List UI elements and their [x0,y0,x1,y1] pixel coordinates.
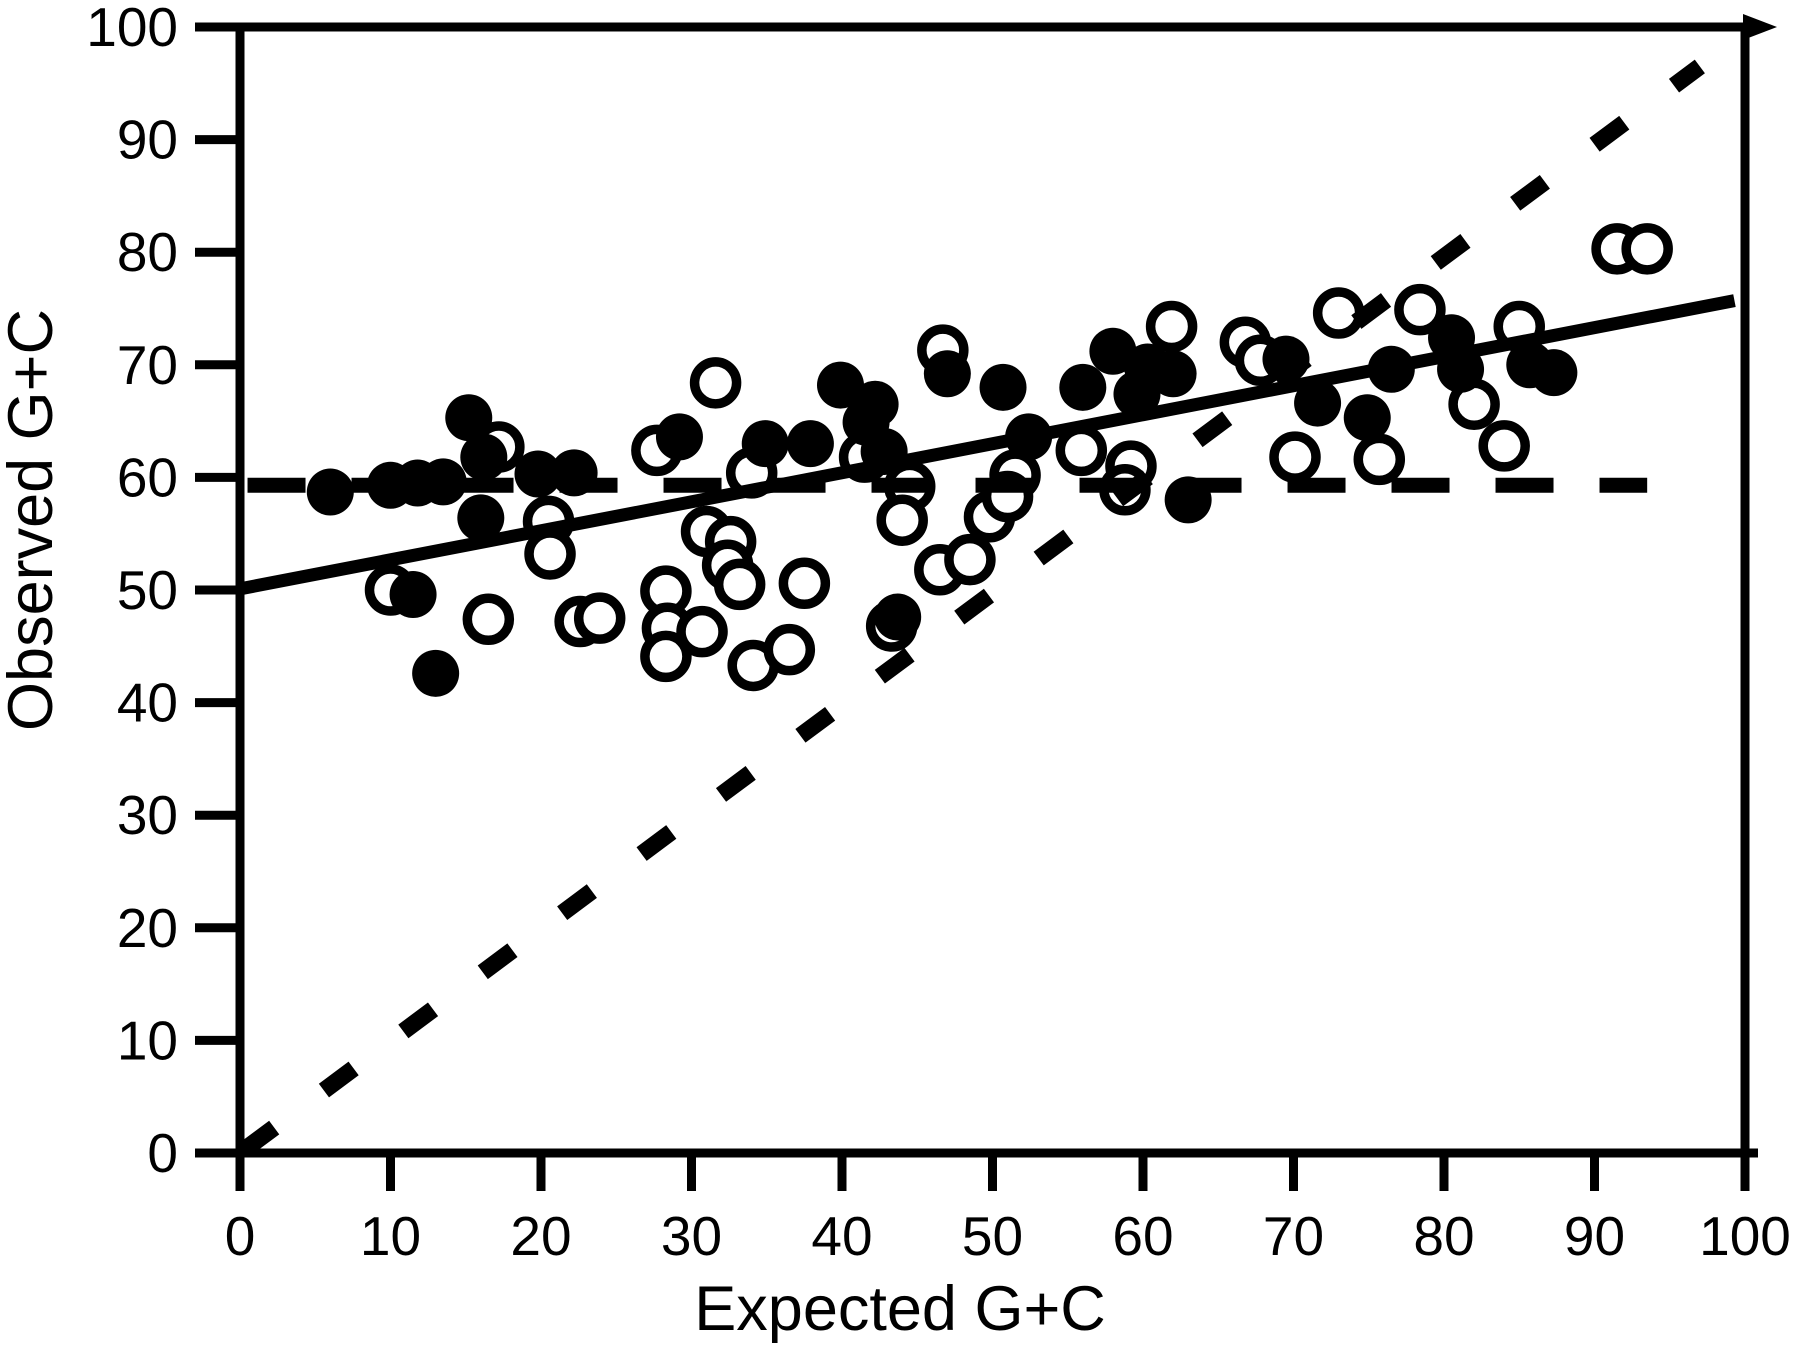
data-point-open [1478,420,1530,472]
data-point-open [1394,283,1446,336]
filled-points-layer [306,314,1578,697]
y-tick-label: 20 [117,897,178,959]
data-point-filled [1113,370,1161,418]
reference-lines-layer [238,59,1736,1157]
y-axis-title: Observed G+C [0,309,66,731]
data-point-open [676,605,728,658]
data-point-filled [874,593,922,641]
data-point-filled [741,420,789,468]
data-point-open [876,494,928,546]
data-point-filled [860,428,908,476]
data-point-filled [445,394,493,442]
data-point-open [640,630,692,683]
x-tick-label: 0 [225,1205,256,1267]
data-point-open [689,357,742,409]
data-point-filled [550,449,598,497]
data-point-open [944,533,996,586]
x-tick-label: 20 [510,1205,571,1267]
x-tick-label: 70 [1263,1205,1324,1267]
x-tick-label: 30 [661,1205,722,1267]
data-point-open [1353,433,1406,486]
data-point-open [1621,223,1673,275]
x-tick-label: 10 [360,1205,421,1267]
data-point-open [524,528,576,580]
data-point-filled [1530,349,1578,397]
y-tick-label: 30 [117,784,178,846]
data-point-filled [923,350,971,398]
data-point-filled [655,413,703,461]
data-point-open [1145,300,1198,353]
data-point-open [778,557,831,609]
axes-layer: 0 10 20 30 40 50 60 70 80 90 100 0 10 20 30 40 50 60 70 80 9… [86,0,1791,1267]
y-tick-label: 0 [147,1122,178,1184]
y-tick-label: 70 [117,334,178,396]
data-point-filled [412,649,460,697]
data-point-open [573,592,626,644]
x-tick-label: 40 [811,1205,872,1267]
data-point-open [713,558,766,611]
data-point-filled [1149,350,1197,398]
data-point-filled [1059,363,1107,411]
y-tick-label: 40 [117,672,178,734]
y-tick-label: 80 [117,221,178,283]
regression-line [238,294,1736,596]
data-point-filled [1437,345,1485,393]
x-tick-label: 90 [1564,1205,1625,1267]
data-point-filled [457,494,505,542]
data-point-filled [514,450,562,498]
data-point-filled [786,420,834,468]
y-tick-label: 60 [117,446,178,508]
data-point-filled [1164,476,1212,524]
x-axis-title: Expected G+C [694,1274,1105,1344]
x-tick-label: 50 [962,1205,1023,1267]
x-tick-label: 80 [1413,1205,1474,1267]
data-point-open [1312,287,1365,339]
data-point-open [462,593,515,646]
data-point-filled [816,361,864,409]
identity-line [239,59,1705,1157]
data-point-filled [979,363,1027,411]
x-tick-label: 100 [1699,1205,1791,1267]
y-tick-label: 10 [117,1009,178,1071]
data-point-filled [306,468,354,516]
data-point-filled [1343,394,1391,442]
data-point-filled [1262,335,1310,383]
data-point-open [763,623,816,676]
data-point-open [1269,431,1321,483]
x-tick-label: 60 [1112,1205,1173,1267]
top-axis-arrowhead [1743,14,1777,40]
data-point-filled [1367,345,1415,393]
data-point-filled [1294,379,1342,427]
y-tick-label: 90 [117,109,178,171]
data-point-filled [1005,413,1053,461]
y-tick-label: 100 [86,0,178,58]
data-point-filled [419,458,467,506]
data-point-filled [389,571,437,619]
y-tick-label: 50 [117,559,178,621]
data-point-filled [460,433,508,481]
